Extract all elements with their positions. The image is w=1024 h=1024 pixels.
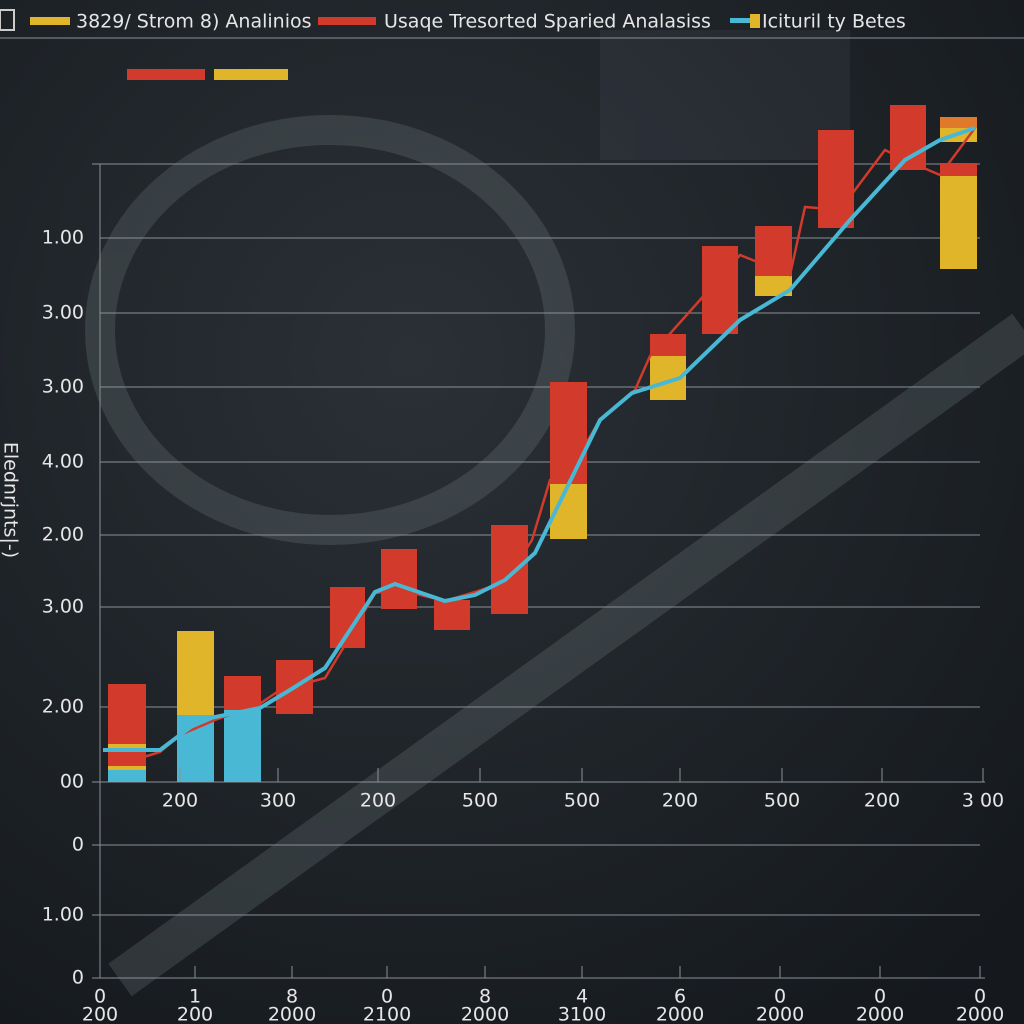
y-tick-label: 3.00 (42, 376, 84, 398)
legend-swatch (127, 69, 205, 80)
x-tick-label: 0 (774, 986, 786, 1008)
y-tick-label: 00 (60, 771, 84, 793)
x-tick-label: 0 (381, 986, 393, 1008)
x-tick-label: 200 (360, 790, 396, 812)
x-tick-label: 0 (94, 986, 106, 1008)
x-tick-label: 8 (286, 986, 298, 1008)
x-tick-label: 1 (189, 986, 201, 1008)
x-tick-label: 500 (764, 790, 800, 812)
x-tick-label: 2000 (461, 1004, 509, 1024)
red-line (117, 127, 977, 767)
blue-line (103, 126, 976, 752)
legend-label: Icituril ty Betes (762, 11, 906, 33)
x-tick-label: 500 (462, 790, 498, 812)
legend-label: 3829/ Strom 8) Analinios (76, 11, 312, 33)
legend-label: Usaqe Tresorted Sparied Analasiss (384, 11, 711, 33)
y-tick-label: 3.00 (42, 596, 84, 618)
legend-swatch (30, 17, 70, 25)
legend-swatch (730, 18, 760, 23)
y-tick-label: 4.00 (42, 451, 84, 473)
x-tick-label: 500 (564, 790, 600, 812)
x-tick-label: 0 (974, 986, 986, 1008)
x-tick-label: 2000 (268, 1004, 316, 1024)
x-tick-label: 8 (479, 986, 491, 1008)
y-tick-label: 0 (72, 834, 84, 856)
x-tick-label: 3 00 (962, 790, 1004, 812)
x-tick-label: 6 (674, 986, 686, 1008)
x-tick-label: 3100 (558, 1004, 606, 1024)
y-tick-label: 0 (72, 967, 84, 989)
bars (108, 105, 977, 782)
lower-grid (92, 782, 985, 979)
y-tick-label: 3.00 (42, 302, 84, 324)
y-tick-label: 2.00 (42, 696, 84, 718)
x-tick-label: 2000 (856, 1004, 904, 1024)
legend-swatch (750, 14, 760, 28)
x-tick-label: 200 (162, 790, 198, 812)
x-tick-label: 300 (260, 790, 296, 812)
y-tick-label: 1.00 (42, 904, 84, 926)
legend-swatch (318, 17, 376, 25)
x-tick-label: 2000 (756, 1004, 804, 1024)
y-tick-label: 2.00 (42, 524, 84, 546)
x-tick-label: 200 (662, 790, 698, 812)
x-tick-label: 200 (177, 1004, 213, 1024)
legend-swatch (214, 69, 288, 80)
x-tick-label: 0 (874, 986, 886, 1008)
x-tick-label: 4 (576, 986, 588, 1008)
x-tick-label: 2100 (363, 1004, 411, 1024)
x-tick-label: 200 (864, 790, 900, 812)
y-axis-label: Elednrjnts|-) (0, 442, 22, 558)
menu-icon[interactable] (0, 9, 15, 31)
x-tick-label: 200 (82, 1004, 118, 1024)
x-tick-label: 2000 (956, 1004, 1004, 1024)
x-tick-label: 2000 (656, 1004, 704, 1024)
y-tick-label: 1.00 (42, 227, 84, 249)
